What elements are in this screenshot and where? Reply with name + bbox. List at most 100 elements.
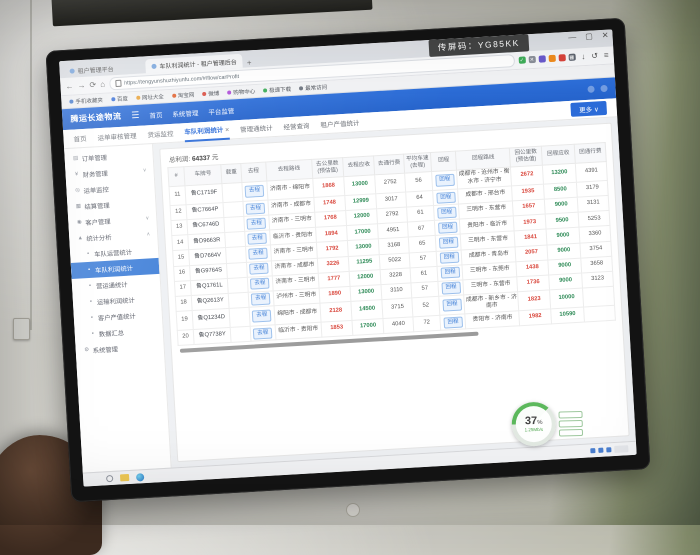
close-button[interactable]: ✕ <box>601 30 609 41</box>
extension-red[interactable] <box>558 54 566 62</box>
outbound-button[interactable]: 去程 <box>251 292 271 306</box>
avatar[interactable] <box>600 84 608 93</box>
bookmark-item[interactable]: 最常访问 <box>299 83 327 93</box>
tray-icon[interactable] <box>590 448 596 454</box>
outbound-button[interactable]: 去程 <box>252 309 272 323</box>
close-tab-icon[interactable]: × <box>225 126 230 134</box>
search-icon[interactable] <box>105 474 114 483</box>
notification-icon[interactable] <box>587 85 595 93</box>
app-nav-item[interactable]: 系统管理 <box>172 109 199 119</box>
bookmark-label: 手机收藏夹 <box>75 97 104 106</box>
extension-orange[interactable] <box>548 54 556 63</box>
page-tab[interactable]: 首页 <box>73 135 87 144</box>
favicon <box>69 67 75 74</box>
bookmark-item[interactable]: 购物中心 <box>227 87 255 97</box>
bookmark-favicon <box>299 86 304 91</box>
bookmark-item[interactable]: 网址大全 <box>135 92 164 102</box>
finance-icon: ¥ <box>74 171 79 178</box>
new-tab-button[interactable]: + <box>246 58 252 68</box>
app-nav-item[interactable]: 首页 <box>149 111 163 120</box>
bookmark-item[interactable]: 百度 <box>110 94 128 103</box>
app-nav-item[interactable]: 平台监管 <box>208 107 235 117</box>
outbound-button[interactable]: 去程 <box>246 217 267 230</box>
table-cell <box>582 286 615 308</box>
table-cell <box>230 326 251 343</box>
return-button[interactable]: 回程 <box>439 251 460 264</box>
extension-purple[interactable] <box>538 55 546 63</box>
sidebar-item-label: 客户管理 <box>85 218 111 227</box>
cast-options[interactable] <box>558 410 584 437</box>
home-icon[interactable]: ⌂ <box>99 79 106 89</box>
return-button[interactable]: 回程 <box>443 316 463 329</box>
table-cell: 17000 <box>352 318 385 336</box>
return-button[interactable]: 回程 <box>437 221 458 234</box>
refresh-icon[interactable]: ⟳ <box>89 79 97 90</box>
more-button[interactable]: 更多 ∨ <box>570 100 608 117</box>
bookmark-item[interactable]: 淘宝网 <box>171 91 195 100</box>
bookmark-label: 购物中心 <box>233 89 256 97</box>
outbound-button[interactable]: 去程 <box>245 202 266 215</box>
table-cell <box>225 231 246 248</box>
download-icon[interactable]: ↓ <box>581 51 586 61</box>
customer-icon: ◉ <box>76 219 82 226</box>
total-profit-label: 总利润: <box>168 155 191 165</box>
chevron-icon: ∨ <box>145 215 150 222</box>
table-cell: 13 <box>170 219 188 236</box>
bookmark-item[interactable]: 微博 <box>202 89 219 98</box>
back-icon[interactable]: ← <box>65 81 74 91</box>
page-tab[interactable]: 运单审核管理 <box>97 132 137 143</box>
browser-icon[interactable] <box>135 472 145 482</box>
table-cell: 鲁C1719F <box>184 183 224 205</box>
minimize-button[interactable]: — <box>568 32 577 42</box>
return-button[interactable]: 回程 <box>442 299 462 312</box>
menu-icon[interactable]: ≡ <box>603 50 609 60</box>
light-switch <box>13 318 30 340</box>
cast-widget[interactable]: 37% 1.25Mb/s <box>511 401 584 447</box>
bookmark-favicon <box>171 93 176 98</box>
table-cell: 11 <box>168 185 186 206</box>
window-controls: — ▢ ✕ <box>568 31 609 42</box>
return-button[interactable]: 回程 <box>441 281 461 295</box>
bookmark-item[interactable]: 手机收藏夹 <box>69 96 103 106</box>
extension-check[interactable]: ✓ <box>518 56 526 64</box>
outbound-button[interactable]: 去程 <box>249 262 269 275</box>
table-cell <box>226 261 247 279</box>
return-button[interactable]: 回程 <box>438 236 459 249</box>
file-explorer-icon[interactable] <box>119 473 130 482</box>
table-cell: 3110 <box>381 282 412 300</box>
trip-button-cell: 回程 <box>431 170 459 191</box>
tray-icon[interactable] <box>606 447 612 453</box>
return-button[interactable]: 回程 <box>436 191 456 204</box>
table-cell: 57 <box>410 281 439 298</box>
history-icon[interactable]: ↺ <box>591 50 599 61</box>
table-cell: 4391 <box>575 161 608 183</box>
start-button[interactable] <box>91 475 100 483</box>
cast-percent: 37 <box>524 414 538 428</box>
return-button[interactable]: 回程 <box>435 174 455 187</box>
table-cell: 1853 <box>320 320 353 338</box>
sidebar-item-label: 营运通统计 <box>95 281 128 291</box>
tray-icon[interactable] <box>598 447 604 453</box>
total-profit-value: 64337 <box>191 154 211 163</box>
page-tab[interactable]: 车队利润统计 × <box>183 119 230 143</box>
return-button[interactable]: 回程 <box>440 266 461 280</box>
bookmark-item[interactable]: 极速下载 <box>263 85 291 95</box>
page-tab[interactable]: 租户产值统计 <box>320 120 360 130</box>
outbound-button[interactable]: 去程 <box>248 247 269 260</box>
page-tab[interactable]: 货运监控 <box>147 130 174 140</box>
extension-x[interactable]: ✕ <box>528 55 536 64</box>
outbound-button[interactable]: 去程 <box>250 277 270 291</box>
outbound-button[interactable]: 去程 <box>244 185 265 198</box>
return-button[interactable]: 回程 <box>436 206 457 219</box>
table-cell: 14500 <box>350 299 384 321</box>
hamburger-icon[interactable]: ☰ <box>131 109 140 121</box>
page-tab[interactable]: 管理通统计 <box>239 125 273 134</box>
column-header: 去通行费 <box>374 154 405 175</box>
chevron-icon: ∧ <box>146 231 151 238</box>
maximize-button[interactable]: ▢ <box>585 31 594 41</box>
page-tab[interactable]: 经营查询 <box>283 122 310 132</box>
outbound-button[interactable]: 去程 <box>253 327 273 340</box>
outbound-button[interactable]: 去程 <box>247 232 268 245</box>
apps-grid[interactable]: ▦ <box>568 53 576 61</box>
forward-icon[interactable]: → <box>77 80 86 90</box>
